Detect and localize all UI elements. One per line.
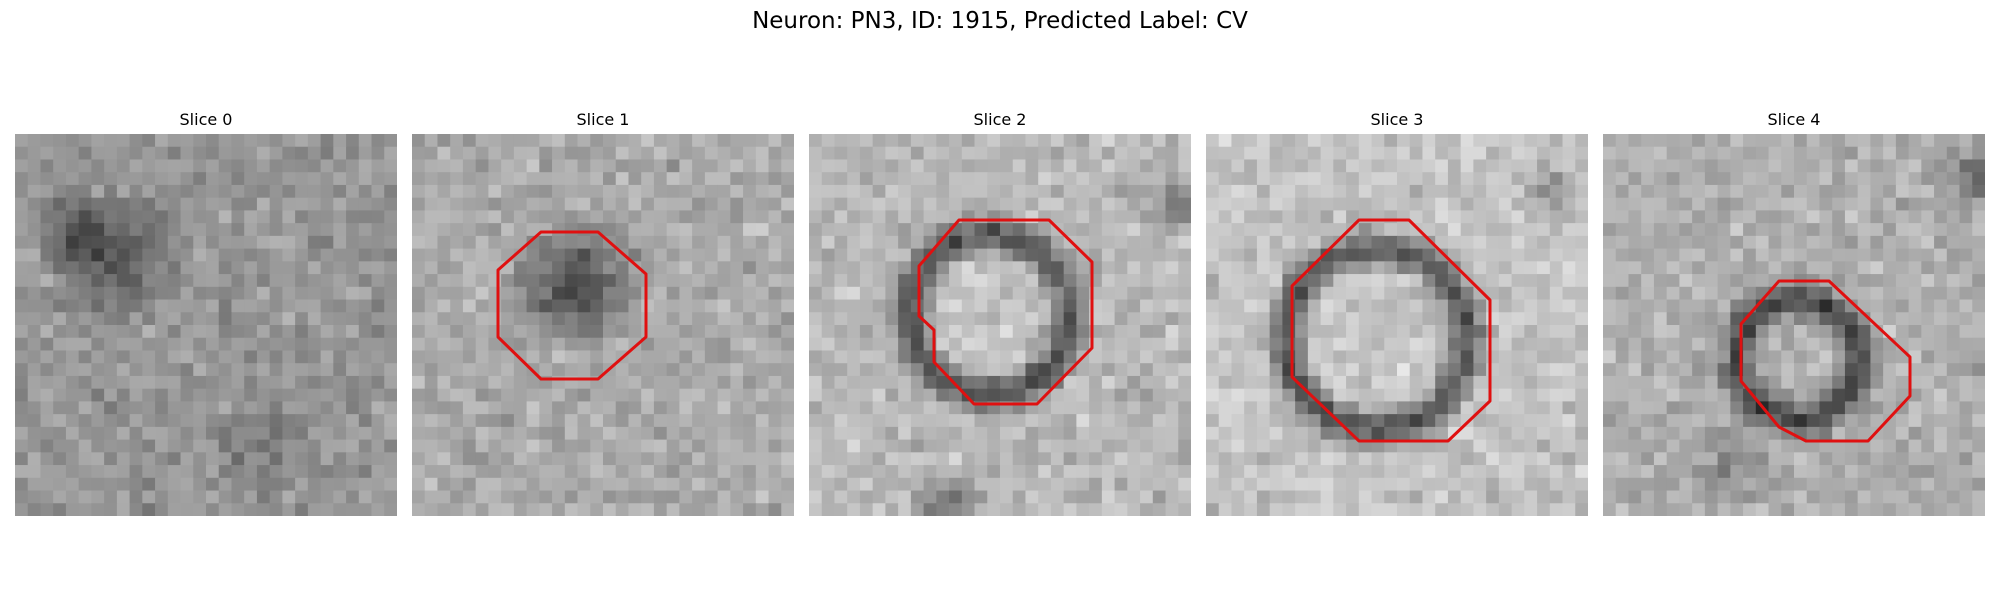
slice-title: Slice 3	[1370, 110, 1424, 129]
segmentation-contour	[917, 218, 1094, 406]
slice-panel-3: Slice 3	[1206, 108, 1588, 516]
segmentation-contour	[1290, 218, 1492, 443]
slice-panel-1: Slice 1	[412, 108, 794, 516]
slice-image	[412, 134, 794, 516]
figure-title: Neuron: PN3, ID: 1915, Predicted Label: …	[752, 8, 1248, 34]
slice-title: Slice 2	[973, 110, 1027, 129]
slice-image	[809, 134, 1191, 516]
slice-image	[1206, 134, 1588, 516]
slice-image	[15, 134, 397, 516]
slice-panel-0: Slice 0	[15, 108, 397, 516]
slice-title: Slice 1	[576, 110, 630, 129]
slice-image	[1603, 134, 1985, 516]
segmentation-contour	[1739, 279, 1912, 443]
slice-panel-2: Slice 2	[809, 108, 1191, 516]
segmentation-contour	[496, 230, 648, 381]
slice-title: Slice 4	[1767, 110, 1821, 129]
slice-title: Slice 0	[179, 110, 233, 129]
slice-panel-4: Slice 4	[1603, 108, 1985, 516]
